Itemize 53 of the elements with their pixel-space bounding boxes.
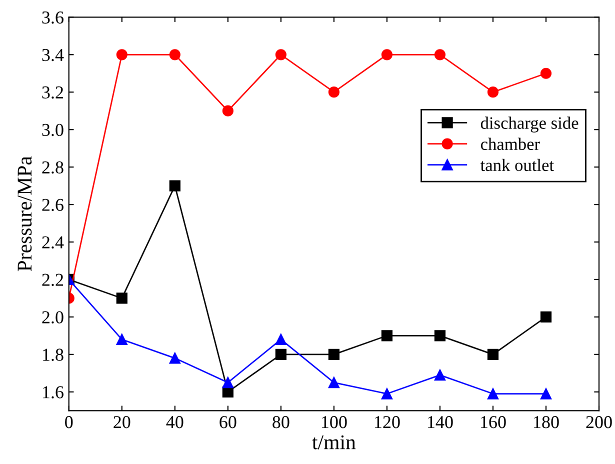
y-tick-label: 1.6 <box>43 386 64 398</box>
point <box>540 68 552 79</box>
point <box>381 330 393 342</box>
x-tick-label: 20 <box>114 416 130 428</box>
point <box>169 180 180 192</box>
y-tick-label: 1.8 <box>43 348 64 361</box>
point <box>434 369 446 381</box>
point <box>434 49 446 60</box>
point <box>381 388 393 400</box>
y-tick-label: 3.4 <box>42 48 64 62</box>
x-tick-label: 80 <box>272 416 290 428</box>
y-axis-title: Pressure/MPa <box>18 156 32 272</box>
x-tick-label: 60 <box>220 416 236 428</box>
x-tick-label: 140 <box>428 416 453 428</box>
x-tick-label: 100 <box>322 416 347 428</box>
point <box>540 388 552 400</box>
y-tick-label: 3.2 <box>42 86 64 99</box>
x-tick-label: 0 <box>65 416 73 428</box>
point <box>328 348 340 360</box>
y-tick-label: 2.4 <box>42 236 64 249</box>
x-tick-label: 160 <box>481 416 506 428</box>
x-axis-title: t/min <box>312 435 356 450</box>
y-tick-label: 2.8 <box>42 161 64 174</box>
point <box>169 49 180 60</box>
point <box>275 334 286 345</box>
y-tick-label: 3.0 <box>42 124 64 136</box>
legend-label: discharge side <box>480 116 578 132</box>
point <box>222 376 234 388</box>
x-tick-label: 180 <box>534 416 559 428</box>
point <box>275 49 286 60</box>
y-tick-label: 2.6 <box>42 198 64 212</box>
x-tick-label: 120 <box>375 416 400 428</box>
point <box>540 311 552 323</box>
point <box>328 86 340 98</box>
point <box>434 330 446 342</box>
point <box>381 49 393 60</box>
y-tick-label: 2.0 <box>42 311 64 324</box>
point <box>116 292 128 304</box>
legend-label: chamber <box>480 138 540 150</box>
point <box>487 86 499 98</box>
point <box>328 376 340 388</box>
point <box>222 105 234 116</box>
point <box>169 352 180 364</box>
point <box>487 388 499 400</box>
point <box>487 348 499 360</box>
point <box>116 334 128 345</box>
point <box>275 348 286 360</box>
x-tick-label: 200 <box>586 416 612 428</box>
x-tick-label: 40 <box>166 416 184 428</box>
y-tick-label: 3.6 <box>42 11 64 24</box>
legend-label: tank outlet <box>480 158 554 172</box>
y-tick-label: 2.2 <box>42 274 64 286</box>
point <box>116 49 128 60</box>
